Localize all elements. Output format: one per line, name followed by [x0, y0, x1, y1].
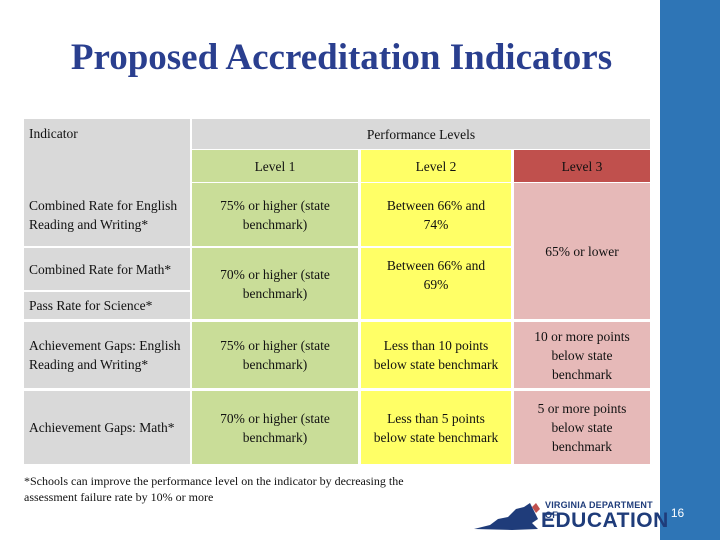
level1-cell: 75% or higher (state benchmark) — [192, 322, 358, 388]
indicator-cell: Combined Rate for Math* — [24, 248, 190, 290]
virginia-map-icon — [474, 503, 540, 530]
level3-text: 5 or more points below state benchmark — [537, 401, 627, 454]
performance-levels-label: Performance Levels — [366, 126, 476, 142]
right-sidebar-bar — [660, 0, 720, 540]
footnote: *Schools can improve the performance lev… — [24, 474, 404, 504]
indicator-cell: Achievement Gaps: Math* — [24, 391, 190, 464]
indicator-text: Combined Rate for Math* — [29, 261, 172, 277]
indicator-cell: Pass Rate for Science* — [24, 292, 190, 319]
indicator-cell: Combined Rate for English Reading and Wr… — [24, 183, 190, 246]
level1-header: Level 1 — [192, 150, 358, 182]
vdoe-logo: VIRGINIA DEPARTMENT OF EDUCATION — [472, 499, 668, 535]
slide-title: Proposed Accreditation Indicators — [70, 37, 613, 78]
level3-cell: 5 or more points below state benchmark — [514, 391, 650, 464]
level2-text: Less than 5 points below state benchmark — [373, 410, 499, 445]
indicator-text: Combined Rate for English Reading and Wr… — [29, 197, 178, 232]
level1-cell: 70% or higher (state benchmark) — [192, 248, 358, 319]
indicator-text: Achievement Gaps: Math* — [29, 420, 175, 435]
indicator-text: Pass Rate for Science* — [29, 298, 153, 313]
indicator-header-cell: Indicator — [24, 119, 190, 187]
level3-merged-text: 65% or lower — [545, 243, 619, 259]
level2-cell: Between 66% and 69% — [361, 248, 511, 319]
level1-cell: 70% or higher (state benchmark) — [192, 391, 358, 464]
level1-text: 70% or higher (state benchmark) — [220, 266, 330, 301]
logo-line1: VIRGINIA DEPARTMENT OF — [545, 500, 653, 520]
indicator-header-label: Indicator — [29, 126, 78, 141]
indicator-text: Achievement Gaps: English Reading and Wr… — [29, 338, 181, 372]
level3-text: 10 or more points below state benchmark — [534, 328, 630, 382]
level1-cell: 75% or higher (state benchmark) — [192, 183, 358, 246]
logo-line2: EDUCATION — [541, 509, 669, 532]
level2-cell: Less than 10 points below state benchmar… — [361, 322, 511, 388]
level2-cell: Less than 5 points below state benchmark — [361, 391, 511, 464]
level3-header: Level 3 — [514, 150, 650, 182]
level2-text: Between 66% and 69% — [386, 258, 486, 292]
indicator-cell: Achievement Gaps: English Reading and Wr… — [24, 322, 190, 388]
level2-text: Less than 10 points below state benchmar… — [373, 338, 499, 372]
level1-label: Level 1 — [254, 158, 296, 174]
level2-header: Level 2 — [361, 150, 511, 182]
level3-merged-cell: 65% or lower — [514, 183, 650, 319]
level1-text: 70% or higher (state benchmark) — [220, 410, 330, 445]
level1-text: 75% or higher (state benchmark) — [220, 197, 330, 232]
level2-label: Level 2 — [415, 158, 457, 174]
page-number: 16 — [670, 506, 685, 520]
level1-text: 75% or higher (state benchmark) — [220, 338, 330, 372]
level3-label: Level 3 — [561, 158, 603, 174]
level2-text: Between 66% and 74% — [386, 197, 486, 232]
level3-cell: 10 or more points below state benchmark — [514, 322, 650, 388]
level2-cell: Between 66% and 74% — [361, 183, 511, 246]
performance-levels-header: Performance Levels — [192, 119, 650, 149]
